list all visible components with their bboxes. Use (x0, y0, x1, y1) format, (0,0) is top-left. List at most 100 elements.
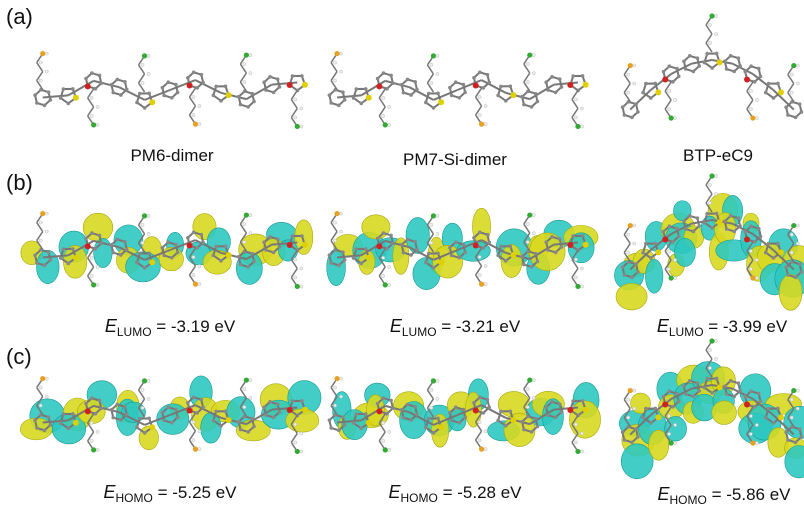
atom (544, 240, 549, 245)
h-atom (626, 232, 631, 237)
atom (199, 397, 204, 402)
atom (238, 262, 243, 267)
bond (195, 404, 222, 419)
atom (219, 259, 223, 263)
atom (426, 91, 431, 96)
atom (58, 96, 63, 100)
atom (522, 262, 526, 267)
orbital-lobe (648, 429, 670, 461)
h-atom (580, 449, 584, 454)
atom (195, 411, 200, 415)
chain-bond (36, 396, 44, 406)
chain-bond (36, 231, 44, 241)
atom (508, 244, 513, 249)
h-atom (435, 379, 440, 383)
bond (360, 80, 386, 97)
heteroatom (575, 448, 581, 455)
atom (342, 258, 347, 262)
bond (384, 404, 410, 414)
h-atom (714, 14, 718, 18)
heteroatom (334, 210, 340, 217)
chain-bond (290, 108, 298, 118)
chain-bond (188, 412, 197, 423)
atom (544, 80, 549, 85)
heteroatom (709, 338, 715, 344)
chain-bond (36, 222, 44, 232)
h-atom (749, 89, 753, 93)
chain-bond (746, 424, 754, 435)
h-atom (580, 124, 584, 129)
orbital-lobe (674, 237, 696, 267)
bond (42, 254, 69, 259)
bond (629, 249, 652, 271)
atom (201, 240, 205, 245)
atom (457, 96, 462, 100)
atom (557, 77, 562, 81)
subscript: LUMO (116, 325, 152, 339)
chain-bond (188, 96, 197, 107)
atom (648, 421, 653, 425)
orbital-lobe (294, 219, 314, 255)
atom (70, 87, 75, 91)
h-atom (299, 449, 304, 454)
bond (505, 251, 531, 261)
atom (691, 394, 696, 399)
h-atom (667, 89, 671, 93)
chain-bond (664, 259, 672, 270)
chain-bond (474, 256, 483, 267)
atom (503, 259, 508, 263)
atom (137, 416, 142, 421)
chain-bond (36, 240, 44, 250)
atom (743, 394, 748, 399)
atom (160, 245, 165, 250)
atom (695, 56, 700, 60)
atom (535, 424, 540, 429)
heteroatom (430, 53, 437, 59)
atom (424, 260, 428, 265)
atom (376, 243, 383, 250)
atom (728, 379, 733, 383)
atom (191, 230, 196, 235)
symbol: E (657, 484, 670, 504)
h-atom (140, 406, 145, 410)
h-atom (248, 71, 253, 75)
atom (705, 51, 710, 56)
bond (118, 246, 145, 261)
atom (544, 405, 549, 410)
chain-bond (137, 242, 146, 253)
atom (111, 415, 116, 420)
atom (385, 246, 389, 251)
atom (169, 421, 174, 425)
h-atom (789, 90, 794, 95)
h-atom (248, 396, 253, 400)
atom (119, 93, 123, 97)
bond (457, 79, 482, 91)
chain-bond (188, 247, 197, 258)
h-atom (333, 385, 337, 390)
chain-bond (746, 81, 754, 92)
atom (676, 399, 681, 404)
h-atom (146, 54, 151, 58)
h-atom (580, 431, 584, 436)
h-atom (44, 376, 49, 381)
atom (84, 236, 88, 241)
h-atom (632, 388, 637, 393)
value: = -3.21 eV (436, 317, 521, 336)
h-atom (429, 63, 434, 67)
atom (160, 410, 165, 415)
bond (529, 243, 555, 260)
bond (118, 411, 145, 426)
chain-bond (87, 248, 95, 259)
value: = -5.86 eV (706, 485, 791, 504)
subscript: LUMO (401, 325, 437, 339)
atom (641, 250, 645, 255)
chain-bond (378, 431, 386, 442)
atom (186, 242, 193, 249)
chain-bond (623, 234, 631, 244)
atom (510, 92, 517, 99)
atom (457, 421, 462, 425)
h-atom (755, 116, 759, 120)
atom (111, 90, 116, 95)
h-atom (293, 440, 298, 445)
heteroatom (243, 212, 249, 218)
